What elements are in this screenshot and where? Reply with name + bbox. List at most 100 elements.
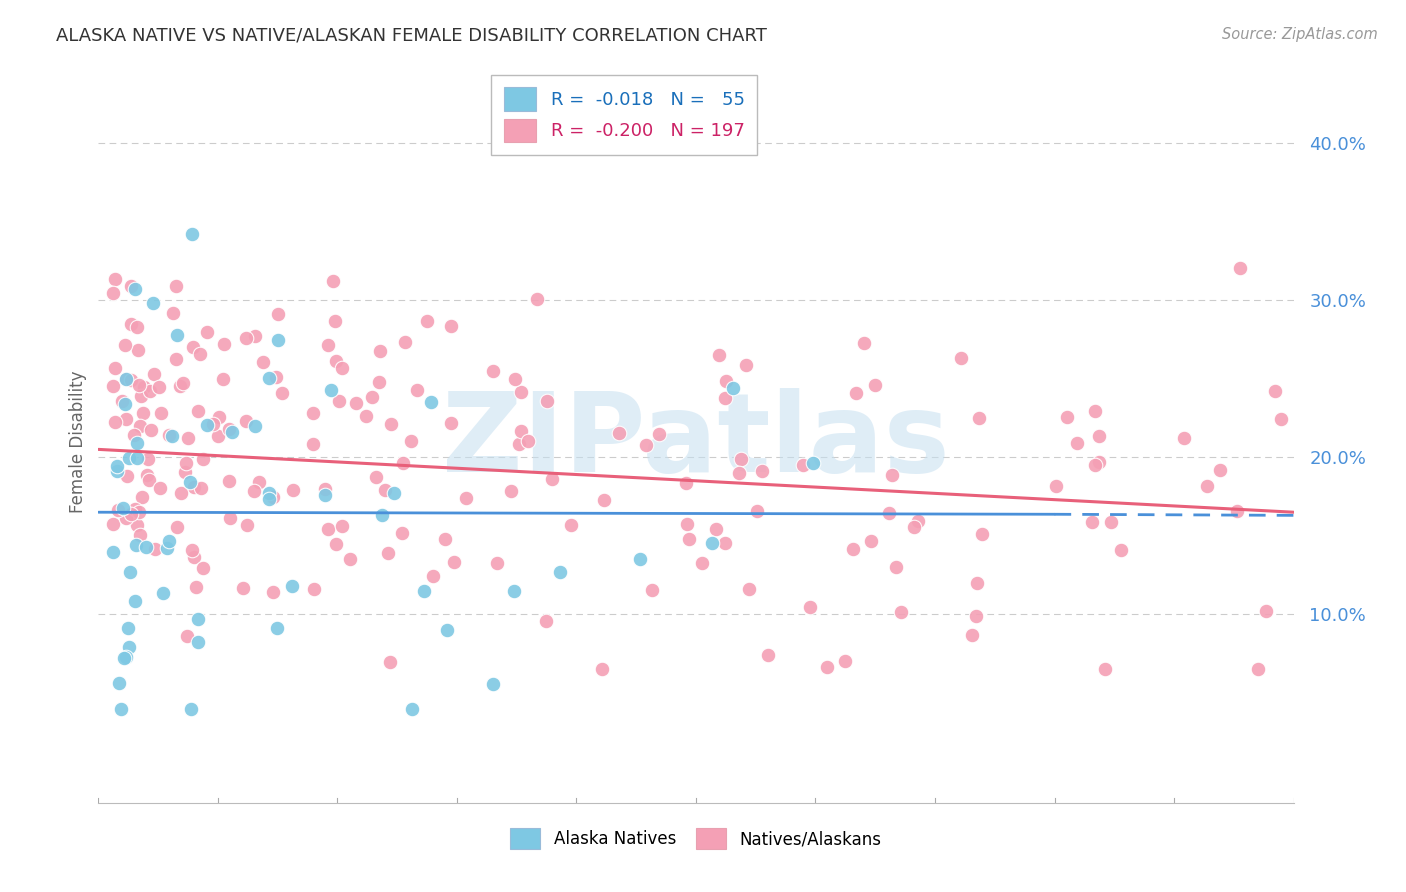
Point [560,517,582,532]
Point [136,452,159,467]
Point [394,334,416,349]
Point [966,575,988,590]
Point [714,374,737,388]
Point [323,314,346,328]
Point [738,582,761,596]
Point [499,484,522,499]
Point [129,389,152,403]
Point [235,331,257,345]
Point [516,434,538,449]
Point [183,550,205,565]
Point [675,475,697,490]
Point [191,451,214,466]
Point [202,417,225,431]
Y-axis label: Female Disability: Female Disability [69,370,87,513]
Point [149,482,172,496]
Point [172,376,194,390]
Point [380,417,402,431]
Point [135,468,157,483]
Point [195,418,218,433]
Point [132,380,155,394]
Point [195,325,218,339]
Point [485,556,508,570]
Point [181,340,204,354]
Point [143,541,166,556]
Point [302,437,325,451]
Point [436,623,458,637]
Point [853,335,876,350]
Point [142,295,165,310]
Point [103,286,125,301]
Point [112,651,135,665]
Point [536,614,558,628]
Point [967,411,990,425]
Point [177,431,200,445]
Point [443,555,465,569]
Point [401,701,423,715]
Point [212,336,235,351]
Point [127,518,149,533]
Point [166,327,188,342]
Point [1056,410,1078,425]
Point [845,386,868,401]
Point [509,425,531,439]
Point [114,650,136,665]
Point [218,422,240,436]
Point [422,568,444,582]
Legend: Alaska Natives, Natives/Alaskans: Alaska Natives, Natives/Alaskans [501,818,891,860]
Point [413,584,436,599]
Point [132,406,155,420]
Point [257,486,280,500]
Point [115,468,138,483]
Point [183,480,205,494]
Point [120,508,142,522]
Point [481,363,503,377]
Point [416,314,439,328]
Point [103,517,125,532]
Point [187,634,209,648]
Point [1084,404,1107,418]
Point [815,660,838,674]
Point [115,511,138,525]
Point [364,470,387,484]
Point [1264,384,1286,399]
Point [325,354,347,368]
Point [907,514,929,528]
Point [174,456,197,470]
Point [162,306,184,320]
Point [187,611,209,625]
Point [344,395,367,409]
Point [314,483,336,497]
Point [378,655,401,669]
Point [801,456,824,470]
Point [271,385,294,400]
Point [714,536,737,550]
Point [548,565,571,579]
Point [360,391,382,405]
Point [157,428,180,442]
Point [406,384,429,398]
Point [101,545,124,559]
Point [316,522,339,536]
Point [314,488,336,502]
Point [111,501,134,516]
Point [138,473,160,487]
Point [1247,662,1270,676]
Point [170,485,193,500]
Point [965,608,987,623]
Point [107,676,129,690]
Text: ALASKA NATIVE VS NATIVE/ALASKAN FEMALE DISABILITY CORRELATION CHART: ALASKA NATIVE VS NATIVE/ALASKAN FEMALE D… [56,27,768,45]
Point [648,426,671,441]
Point [371,508,394,522]
Point [903,519,925,533]
Point [440,417,463,431]
Point [235,414,257,428]
Point [180,227,202,242]
Point [188,346,211,360]
Point [960,627,983,641]
Point [641,582,664,597]
Point [505,371,527,385]
Point [139,424,162,438]
Point [304,582,326,596]
Point [165,352,187,367]
